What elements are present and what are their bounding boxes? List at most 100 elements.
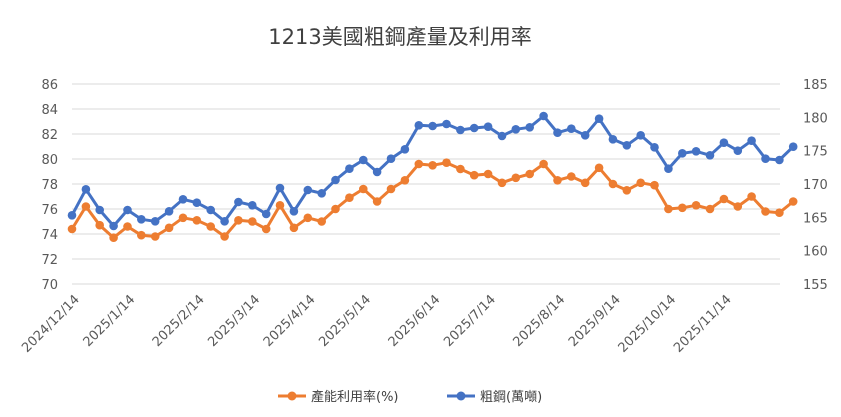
data-point-utilization[interactable]	[67, 224, 77, 234]
data-point-utilization[interactable]	[359, 184, 368, 194]
data-point-crude-steel[interactable]	[414, 121, 424, 130]
data-point-crude-steel[interactable]	[137, 215, 146, 224]
data-point-utilization[interactable]	[372, 197, 382, 206]
data-point-utilization[interactable]	[678, 203, 687, 213]
data-point-crude-steel[interactable]	[456, 125, 465, 135]
data-point-utilization[interactable]	[511, 173, 521, 183]
data-point-crude-steel[interactable]	[650, 143, 659, 152]
data-point-crude-steel[interactable]	[622, 141, 632, 150]
data-point-utilization[interactable]	[580, 178, 590, 188]
data-point-utilization[interactable]	[81, 202, 91, 211]
data-point-crude-steel[interactable]	[580, 131, 590, 140]
data-point-crude-steel[interactable]	[192, 198, 202, 207]
data-point-crude-steel[interactable]	[788, 142, 798, 151]
data-point-crude-steel[interactable]	[289, 207, 299, 216]
data-point-crude-steel[interactable]	[164, 207, 174, 216]
data-point-utilization[interactable]	[192, 216, 202, 225]
data-point-crude-steel[interactable]	[303, 185, 313, 195]
data-point-crude-steel[interactable]	[428, 121, 437, 131]
data-point-utilization[interactable]	[705, 204, 715, 214]
data-point-crude-steel[interactable]	[248, 201, 257, 210]
data-point-crude-steel[interactable]	[400, 145, 410, 154]
data-point-crude-steel[interactable]	[109, 221, 118, 231]
data-point-utilization[interactable]	[719, 194, 729, 204]
data-point-crude-steel[interactable]	[733, 146, 743, 155]
data-point-crude-steel[interactable]	[719, 138, 729, 147]
data-point-crude-steel[interactable]	[123, 205, 132, 215]
data-point-crude-steel[interactable]	[761, 154, 770, 163]
data-point-utilization[interactable]	[539, 159, 548, 169]
data-point-crude-steel[interactable]	[691, 147, 701, 156]
data-point-utilization[interactable]	[428, 161, 437, 170]
data-point-utilization[interactable]	[733, 202, 743, 211]
data-point-utilization[interactable]	[469, 170, 479, 180]
data-point-crude-steel[interactable]	[497, 131, 507, 141]
legend-item-crude-steel[interactable]: 粗鋼(萬噸)	[447, 390, 542, 405]
data-point-utilization[interactable]	[650, 180, 659, 190]
data-point-utilization[interactable]	[206, 222, 215, 231]
data-point-crude-steel[interactable]	[150, 217, 160, 226]
data-point-utilization[interactable]	[95, 220, 104, 230]
data-point-crude-steel[interactable]	[81, 185, 91, 194]
data-point-utilization[interactable]	[150, 232, 160, 241]
data-point-utilization[interactable]	[567, 172, 576, 181]
data-point-utilization[interactable]	[553, 176, 562, 185]
data-point-crude-steel[interactable]	[234, 197, 243, 207]
data-point-utilization[interactable]	[123, 222, 132, 231]
data-point-utilization[interactable]	[386, 184, 396, 194]
data-point-utilization[interactable]	[442, 158, 451, 167]
data-point-utilization[interactable]	[483, 169, 493, 179]
data-point-utilization[interactable]	[261, 224, 271, 234]
data-point-utilization[interactable]	[608, 179, 618, 189]
data-point-utilization[interactable]	[747, 192, 756, 201]
data-point-utilization[interactable]	[497, 178, 507, 188]
data-point-utilization[interactable]	[788, 197, 798, 206]
data-point-crude-steel[interactable]	[386, 154, 396, 163]
data-point-crude-steel[interactable]	[511, 125, 521, 134]
data-point-crude-steel[interactable]	[220, 217, 229, 226]
data-point-utilization[interactable]	[414, 159, 424, 169]
data-point-utilization[interactable]	[220, 232, 229, 241]
data-point-crude-steel[interactable]	[608, 135, 618, 144]
data-point-utilization[interactable]	[691, 201, 701, 210]
data-point-utilization[interactable]	[164, 223, 174, 233]
data-point-crude-steel[interactable]	[678, 149, 687, 158]
data-point-crude-steel[interactable]	[539, 111, 548, 121]
data-point-crude-steel[interactable]	[553, 128, 562, 137]
data-point-utilization[interactable]	[303, 213, 313, 223]
data-point-utilization[interactable]	[622, 186, 632, 195]
data-point-crude-steel[interactable]	[178, 195, 188, 204]
data-point-crude-steel[interactable]	[206, 205, 215, 215]
data-point-crude-steel[interactable]	[525, 123, 534, 132]
data-point-crude-steel[interactable]	[331, 175, 340, 185]
data-point-utilization[interactable]	[664, 204, 673, 214]
data-point-crude-steel[interactable]	[95, 205, 104, 215]
data-point-utilization[interactable]	[456, 164, 465, 174]
data-point-crude-steel[interactable]	[747, 136, 756, 145]
data-point-crude-steel[interactable]	[261, 209, 271, 219]
data-point-crude-steel[interactable]	[359, 155, 368, 165]
data-point-utilization[interactable]	[400, 176, 410, 185]
legend-item-utilization[interactable]: 產能利用率(%)	[278, 389, 399, 405]
data-point-utilization[interactable]	[109, 233, 118, 242]
data-point-crude-steel[interactable]	[705, 151, 715, 160]
data-point-crude-steel[interactable]	[469, 123, 479, 133]
data-point-utilization[interactable]	[317, 217, 327, 226]
data-point-utilization[interactable]	[636, 178, 645, 188]
data-point-crude-steel[interactable]	[345, 164, 354, 173]
data-point-crude-steel[interactable]	[317, 189, 327, 198]
data-point-crude-steel[interactable]	[442, 119, 451, 129]
data-point-crude-steel[interactable]	[67, 211, 77, 220]
data-point-crude-steel[interactable]	[636, 131, 645, 140]
data-point-utilization[interactable]	[275, 201, 285, 210]
data-point-utilization[interactable]	[775, 208, 784, 217]
data-point-utilization[interactable]	[345, 193, 354, 202]
data-point-crude-steel[interactable]	[775, 155, 784, 165]
data-point-utilization[interactable]	[761, 207, 770, 216]
data-point-crude-steel[interactable]	[372, 167, 382, 177]
data-point-crude-steel[interactable]	[664, 164, 673, 173]
data-point-utilization[interactable]	[525, 169, 534, 179]
data-point-utilization[interactable]	[234, 216, 243, 225]
data-point-crude-steel[interactable]	[275, 183, 285, 193]
data-point-utilization[interactable]	[248, 217, 257, 226]
